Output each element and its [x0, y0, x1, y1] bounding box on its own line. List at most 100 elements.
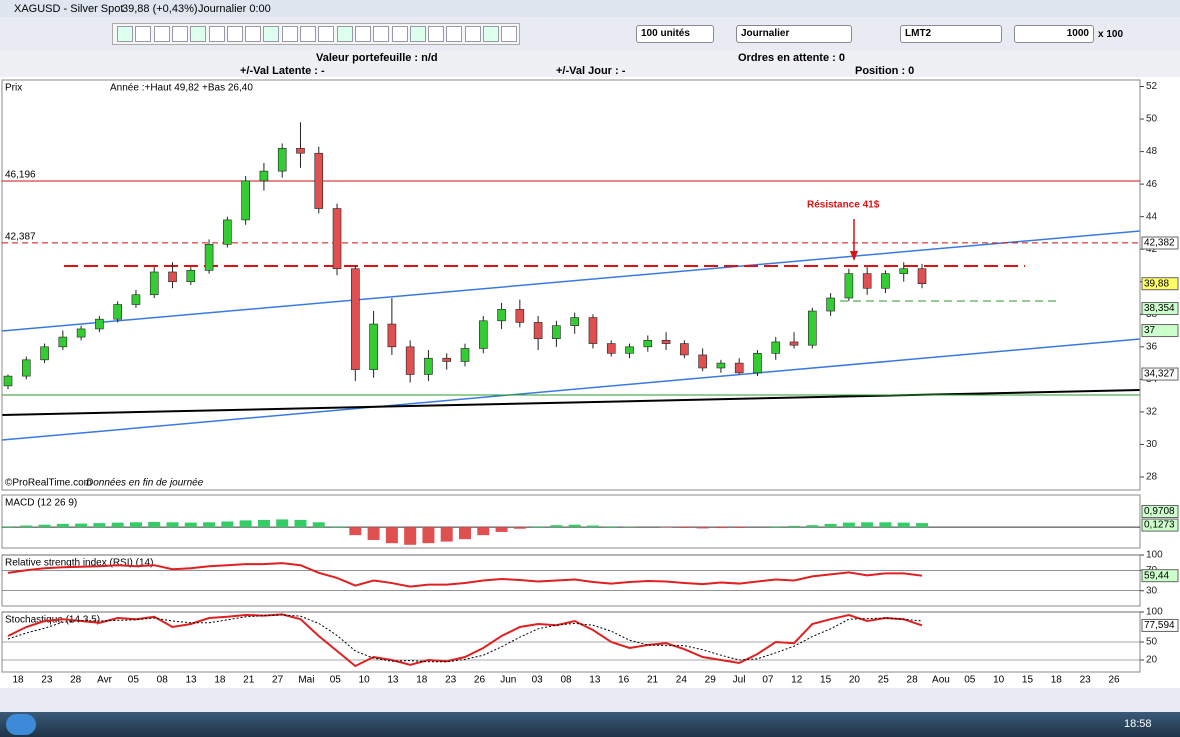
x-tick-label: 13: [387, 675, 399, 686]
candle-body: [405, 346, 415, 375]
macd-bar: [733, 527, 746, 528]
price-marker-label: 0,9708: [1144, 506, 1175, 517]
level-label: 42,387: [5, 232, 36, 243]
macd-bar: [257, 519, 270, 528]
x-tick-label: 13: [589, 675, 601, 686]
trend-line: [1, 338, 1141, 441]
macd-bar: [20, 525, 33, 528]
x-tick-label: 16: [618, 675, 630, 686]
macd-bar: [788, 525, 801, 528]
candle-body: [789, 341, 799, 346]
candle-body: [515, 309, 525, 323]
tool-button[interactable]: [336, 26, 353, 42]
tool-button[interactable]: [263, 26, 280, 42]
candle-body: [570, 317, 579, 326]
candle-body: [259, 170, 269, 182]
candle-body: [204, 244, 214, 271]
panel-title-box: [3, 81, 103, 94]
chart-subtitle: Année :+Haut 49,82 +Bas 26,40: [110, 83, 253, 94]
tool-button[interactable]: [391, 26, 408, 42]
candle-body: [186, 270, 196, 283]
tool-button[interactable]: [226, 26, 243, 42]
x-tick-label: 27: [272, 675, 284, 686]
price-marker: [1141, 277, 1179, 291]
candle-body: [58, 336, 68, 348]
quantity-select[interactable]: 100 unités: [636, 25, 714, 43]
candle-body: [533, 322, 543, 339]
tool-button[interactable]: [300, 26, 316, 42]
x-tick-label: 28: [907, 675, 919, 686]
period-select[interactable]: Journalier: [736, 25, 852, 43]
candle-body: [442, 357, 452, 362]
candle-body: [625, 346, 634, 354]
tool-button[interactable]: [318, 26, 335, 42]
candle-body: [424, 357, 433, 375]
taskbar: 18:58: [0, 712, 1180, 737]
x-tick-label: 13: [185, 675, 197, 686]
y-tick-label: 50: [1146, 637, 1158, 648]
tool-button[interactable]: [117, 26, 133, 42]
tool-button[interactable]: [483, 26, 499, 42]
x-tick-label: 23: [41, 675, 53, 686]
y-tick-label: 100: [1146, 607, 1163, 618]
candle-body: [460, 348, 470, 362]
tool-button[interactable]: [446, 26, 463, 42]
price-marker-label: 37: [1144, 325, 1156, 336]
tool-button[interactable]: [409, 26, 426, 42]
candle-body: [40, 346, 49, 361]
amount-input[interactable]: 1000: [1014, 25, 1094, 43]
candle-body: [862, 273, 872, 289]
price-marker: [1141, 367, 1179, 381]
y-tick-label: 50: [1146, 114, 1158, 125]
bottom-toolbar: [0, 688, 1180, 712]
price-marker: [1141, 236, 1179, 250]
macd-bar: [550, 525, 563, 528]
tool-button[interactable]: [354, 26, 371, 42]
info-bar: Valeur portefeuille : n/d +/-Val Latente…: [0, 50, 1180, 77]
macd-bar: [276, 519, 289, 528]
macd-bar: [916, 523, 928, 528]
trend-line: [1, 389, 1141, 416]
price-marker-label: 42,382: [1144, 238, 1175, 249]
y-tick-label: 32: [1146, 407, 1158, 418]
candle-body: [808, 310, 817, 346]
macd-bar: [532, 526, 545, 528]
macd-bar: [404, 527, 417, 545]
macd-bar: [513, 527, 526, 529]
y-tick-label: 46: [1146, 179, 1158, 190]
x-tick-label: 21: [243, 675, 255, 686]
panel-title: MACD (12 26 9): [5, 498, 77, 509]
x-tick-label: 10: [993, 675, 1005, 686]
x-tick-label: 18: [1051, 675, 1063, 686]
macd-bar: [861, 522, 874, 528]
candle-body: [680, 343, 689, 356]
macd-bar: [38, 524, 51, 528]
tool-button[interactable]: [190, 26, 207, 42]
tool-button[interactable]: [171, 26, 188, 42]
tool-button[interactable]: [373, 26, 390, 42]
tool-button[interactable]: [135, 26, 152, 42]
tool-button[interactable]: [281, 26, 298, 42]
indicator-line: [7, 562, 923, 588]
latent-value: +/-Val Latente : -: [240, 65, 325, 77]
tool-button[interactable]: [245, 26, 262, 42]
candle-body: [552, 325, 561, 339]
candle-body: [387, 323, 397, 348]
tool-button[interactable]: [464, 26, 481, 42]
candle-body: [643, 340, 653, 348]
tool-button[interactable]: [428, 26, 445, 42]
candle-body: [917, 268, 927, 284]
tool-button[interactable]: [153, 26, 170, 42]
price-marker-label: 39,88: [1144, 278, 1169, 289]
macd-bar: [385, 527, 398, 544]
macd-bar: [75, 523, 88, 528]
y-tick-label: 48: [1146, 146, 1158, 157]
candle-body: [734, 362, 744, 374]
x-tick-label: 23: [445, 675, 457, 686]
tool-button[interactable]: [501, 26, 518, 42]
start-button[interactable]: [6, 714, 36, 735]
tool-button[interactable]: [208, 26, 225, 42]
candle-body: [844, 273, 854, 299]
account-select[interactable]: LMT2: [900, 25, 1002, 43]
